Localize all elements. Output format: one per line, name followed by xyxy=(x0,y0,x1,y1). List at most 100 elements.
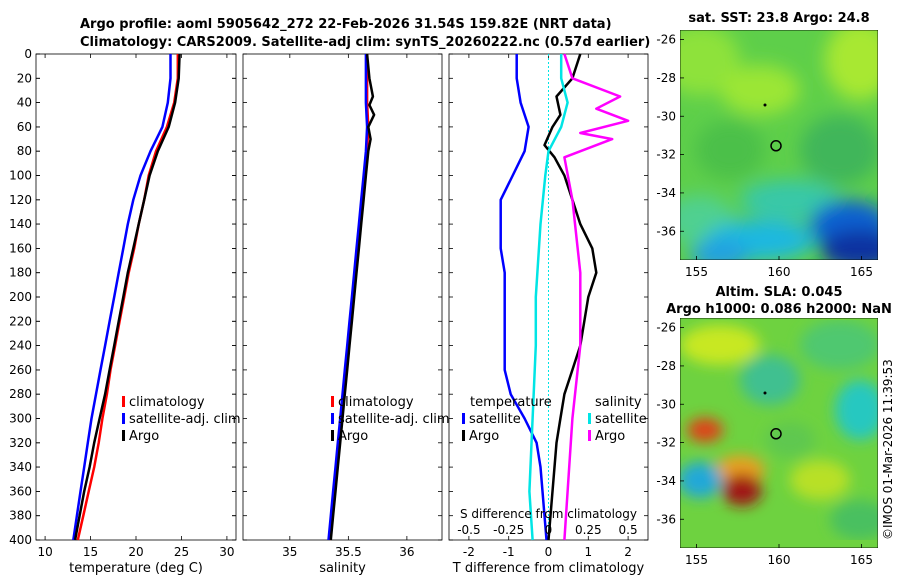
y-tick-label: 200 xyxy=(9,290,32,304)
sst-map-image xyxy=(680,30,878,260)
y-tick-label: 20 xyxy=(17,71,32,85)
y-tick-label: 180 xyxy=(9,266,32,280)
series-line xyxy=(563,53,630,541)
x-tick-label: 20 xyxy=(128,545,143,559)
title-line-2: Climatology: CARS2009. Satellite-adj cli… xyxy=(80,35,650,50)
y-tick-label: 140 xyxy=(9,217,32,231)
map-y-tick-label: -26 xyxy=(656,33,676,47)
sst-map-title: sat. SST: 23.8 Argo: 24.8 xyxy=(688,11,869,26)
legend-entry: Argo xyxy=(469,429,499,444)
x-tick-label: 30 xyxy=(219,545,234,559)
sla-map-title-1: Altim. SLA: 0.045 xyxy=(716,285,843,300)
legend-entry: Argo xyxy=(129,429,159,444)
y-tick-label: 160 xyxy=(9,241,32,255)
x-axis-label: T difference from climatology xyxy=(452,561,645,576)
salinity-profile-frame xyxy=(242,53,443,541)
legend-swatch xyxy=(331,430,334,441)
sla-map-axes: 155 160 165 -26 -28 -30 -32 -34 -36 xyxy=(656,321,873,567)
map-y-tick-label: -32 xyxy=(656,148,676,162)
legend-swatch xyxy=(588,430,591,441)
legend-entry: satellite xyxy=(469,412,521,427)
legend-entry: satellite xyxy=(595,412,647,427)
series-line xyxy=(73,53,181,541)
x-tick-label: 2 xyxy=(624,545,632,559)
map-x-tick-label: 165 xyxy=(850,265,873,279)
x-tick-label: -2 xyxy=(463,545,475,559)
series-line xyxy=(329,53,376,541)
map-y-tick-label: -36 xyxy=(656,224,676,238)
map-x-tick-label: 165 xyxy=(850,553,873,567)
map-x-tick-label: 155 xyxy=(685,265,708,279)
x-tick-label: 25 xyxy=(174,545,189,559)
watermark: ©IMOS 01-Mar-2026 11:39:53 xyxy=(881,359,895,540)
x-tick-label: 1 xyxy=(584,545,592,559)
map-y-tick-label: -36 xyxy=(656,512,676,526)
map-y-tick-label: -34 xyxy=(656,474,676,488)
sla-map-image xyxy=(680,318,878,548)
legend-entry: Argo xyxy=(338,429,368,444)
map-y-tick-label: -28 xyxy=(656,359,676,373)
legend-title-temperature: temperature xyxy=(470,395,552,410)
salinity-panel: 35 35.5 36 salinity climatology satellite-adj… xyxy=(242,53,450,576)
y-tick-label: 120 xyxy=(9,193,32,207)
series-line xyxy=(528,54,569,541)
map-y-tick-label: -34 xyxy=(656,186,676,200)
x-tick-label: 0 xyxy=(545,545,553,559)
y-tick-label: 340 xyxy=(9,460,32,474)
series-line xyxy=(543,53,598,541)
y-tick-label: 240 xyxy=(9,339,32,353)
x2-tick-label: 0.25 xyxy=(575,523,602,537)
x-tick-label: 10 xyxy=(37,545,52,559)
map-y-tick-label: -30 xyxy=(656,397,676,411)
series-line xyxy=(72,54,172,541)
legend-entry: climatology xyxy=(338,395,414,410)
x2-tick-label: 0.5 xyxy=(619,523,638,537)
x-tick-label: -1 xyxy=(503,545,515,559)
map-y-tick-label: -32 xyxy=(656,436,676,450)
sla-profile-marker xyxy=(770,428,782,440)
x2-tick-label: -0.5 xyxy=(457,523,480,537)
series-line xyxy=(327,54,369,541)
x-tick-label: 15 xyxy=(83,545,98,559)
x2-tick-label: 0 xyxy=(545,523,553,537)
x-tick-label: 36 xyxy=(399,545,414,559)
sst-profile-marker xyxy=(770,140,782,152)
y-tick-label: 40 xyxy=(17,96,32,110)
y-tick-label: 300 xyxy=(9,412,32,426)
y-tick-label: 380 xyxy=(9,509,32,523)
legend-entry: satellite-adj. clim xyxy=(338,412,450,427)
map-y-tick-label: -28 xyxy=(656,71,676,85)
x-axis-label: temperature (deg C) xyxy=(69,561,203,576)
legend-swatch xyxy=(331,396,334,407)
x-axis-label: salinity xyxy=(319,561,366,576)
legend-entry: climatology xyxy=(129,395,205,410)
y-tick-label: 0 xyxy=(24,47,32,61)
legend-swatch xyxy=(122,413,125,424)
legend-swatch xyxy=(462,430,465,441)
title-line-1: Argo profile: aoml 5905642_272 22-Feb-20… xyxy=(80,17,612,32)
y-tick-label: 360 xyxy=(9,484,32,498)
legend-title-salinity: salinity xyxy=(595,395,642,410)
series-line xyxy=(499,54,548,541)
y-tick-label: 320 xyxy=(9,436,32,450)
y-tick-label: 80 xyxy=(17,144,32,158)
map-y-tick-label: -26 xyxy=(656,321,676,335)
y-tick-label: 260 xyxy=(9,363,32,377)
x-tick-label: 35 xyxy=(282,545,297,559)
y-tick-label: 220 xyxy=(9,314,32,328)
x2-axis-label: S difference from climatology xyxy=(460,507,637,521)
legend-swatch xyxy=(462,413,465,424)
map-x-tick-label: 155 xyxy=(685,553,708,567)
map-y-tick-label: -30 xyxy=(656,109,676,123)
legend-entry: satellite-adj. clim xyxy=(129,412,241,427)
sla-map-title-2: Argo h1000: 0.086 h2000: NaN xyxy=(666,302,892,317)
legend-entry: Argo xyxy=(595,429,625,444)
y-tick-label: 400 xyxy=(9,533,32,547)
legend-swatch xyxy=(588,413,591,424)
legend-swatch xyxy=(122,430,125,441)
map-x-tick-label: 160 xyxy=(768,265,791,279)
legend-swatch xyxy=(331,413,334,424)
sst-map-axes: 155 160 165 -26 -28 -30 -32 -34 -36 xyxy=(656,33,873,279)
legend-swatch xyxy=(122,396,125,407)
